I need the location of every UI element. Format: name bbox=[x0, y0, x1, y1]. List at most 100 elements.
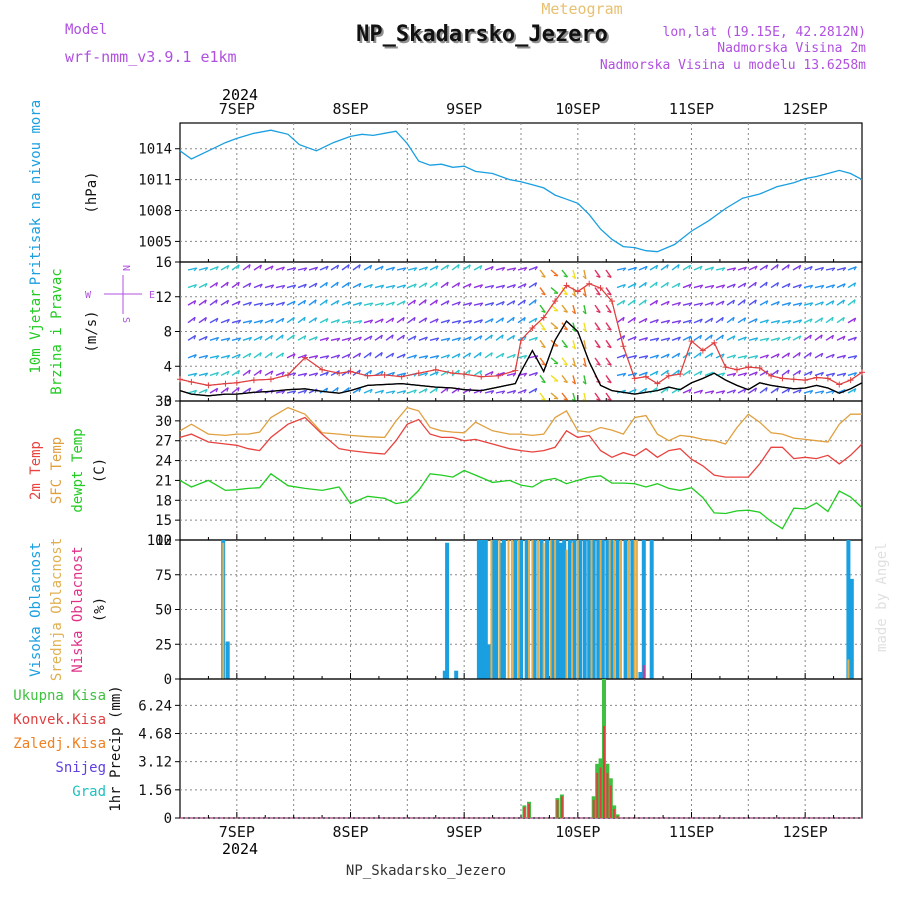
compass-w: W bbox=[85, 290, 92, 301]
ytick-label: 4.68 bbox=[138, 727, 172, 743]
bottom-day-label: 11SEP bbox=[669, 823, 714, 841]
ytick-label: 1.56 bbox=[138, 783, 172, 799]
cloud-bar bbox=[543, 543, 545, 679]
ytick-label: 18 bbox=[155, 493, 172, 509]
cloud-bar bbox=[620, 540, 622, 679]
cloud-bar bbox=[571, 543, 573, 679]
cloud-bar bbox=[583, 540, 587, 679]
ylabel-line: 1hr Precip (mm) bbox=[108, 685, 124, 811]
ytick-label: 75 bbox=[155, 568, 172, 584]
model-label: Model bbox=[65, 22, 107, 38]
ytick-label: 30 bbox=[155, 414, 172, 430]
wind-arrows bbox=[188, 265, 857, 402]
ylabel-line: SFC Temp bbox=[49, 437, 65, 504]
precip-bar bbox=[617, 816, 619, 818]
cloud-bar bbox=[566, 550, 568, 679]
cloud-bar bbox=[508, 540, 510, 679]
ytick-label: 100 bbox=[147, 533, 172, 549]
ylabel-line: Pritisak na nivou mora bbox=[28, 100, 44, 285]
cloud-bar bbox=[624, 540, 628, 679]
precip-legend-item: Zaledj.Kisa bbox=[13, 736, 106, 752]
ylabel-line: Srednja Oblacnost bbox=[49, 538, 65, 681]
series-line-sfc-temp bbox=[180, 408, 862, 444]
cloud-bar bbox=[847, 660, 849, 680]
compass-s: S bbox=[120, 317, 131, 323]
precip-bar bbox=[603, 726, 605, 818]
cloud-bar bbox=[226, 642, 230, 680]
ytick-label: 1011 bbox=[138, 173, 172, 189]
precip-bar bbox=[596, 773, 598, 818]
ytick-label: 1005 bbox=[138, 234, 172, 250]
model-name: wrf-nmm_v3.9.1 e1km bbox=[65, 48, 237, 66]
cloud-bar bbox=[528, 540, 530, 679]
station-title: NP_Skadarsko_Jezero bbox=[356, 22, 608, 47]
ytick-label: 24 bbox=[155, 454, 172, 470]
precip-legend-item: Grad bbox=[72, 784, 106, 800]
ytick-label: 1014 bbox=[138, 142, 172, 158]
top-day-label: 8SEP bbox=[332, 100, 368, 118]
cloud-bar bbox=[490, 540, 492, 679]
cloud-bar bbox=[518, 540, 520, 679]
cloud-bar bbox=[537, 540, 539, 679]
precip-bar bbox=[600, 768, 602, 819]
cloud-bar bbox=[650, 540, 654, 679]
bottom-day-label: 7SEP bbox=[219, 823, 255, 841]
top-day-label: 9SEP bbox=[446, 100, 482, 118]
top-day-label: 11SEP bbox=[669, 100, 714, 118]
ytick-label: 33 bbox=[155, 394, 172, 410]
ytick-label: 3.12 bbox=[138, 755, 172, 771]
ylabel-line: 2m Temp bbox=[28, 441, 44, 500]
bottom-day-label: 9SEP bbox=[446, 823, 482, 841]
cloud-bar bbox=[494, 540, 498, 679]
watermark: made by Angel bbox=[874, 542, 890, 652]
ytick-label: 50 bbox=[155, 603, 172, 619]
year-bottom: 2024 bbox=[222, 840, 258, 858]
top-day-label: 12SEP bbox=[783, 100, 828, 118]
ytick-label: 1008 bbox=[138, 204, 172, 220]
footer-station: NP_Skadarsko_Jezero bbox=[346, 863, 506, 879]
cloud-bar bbox=[642, 540, 646, 679]
precip-bar bbox=[556, 800, 558, 818]
ytick-label: 6.24 bbox=[138, 698, 172, 714]
ytick-label: 12 bbox=[155, 290, 172, 306]
cloud-bar bbox=[850, 579, 854, 679]
elevation-label: Nadmorska Visina 2m bbox=[717, 41, 866, 56]
cloud-bar bbox=[502, 540, 506, 679]
wind-arrow bbox=[551, 358, 558, 364]
ytick-label: 16 bbox=[155, 255, 172, 271]
cloud-bar bbox=[636, 540, 638, 679]
meteogram-label: Meteogram bbox=[541, 0, 622, 18]
ytick-label: 8 bbox=[164, 325, 172, 341]
compass-n: N bbox=[120, 265, 131, 271]
ylabel-line: (C) bbox=[92, 458, 108, 483]
ytick-label: 25 bbox=[155, 637, 172, 653]
ylabel-line: 10m Vjetar bbox=[28, 289, 44, 373]
bottom-day-label: 10SEP bbox=[555, 823, 600, 841]
cloud-bar bbox=[609, 540, 611, 679]
ylabel-line: (%) bbox=[92, 597, 108, 622]
precip-legend-item: Konvek.Kisa bbox=[13, 712, 106, 728]
cloud-bar bbox=[634, 540, 636, 679]
precip-legend-item: Snijeg bbox=[55, 760, 106, 776]
ylabel-line: Niska Oblacnost bbox=[70, 546, 86, 672]
model-elevation-label: Nadmorska Visina u modelu 13.6258m bbox=[600, 58, 866, 73]
precip-bar bbox=[523, 807, 525, 818]
precip-bar bbox=[610, 786, 612, 819]
cloud-bar bbox=[498, 540, 500, 679]
cloud-bar bbox=[550, 540, 552, 679]
cloud-bar bbox=[613, 540, 615, 679]
cloud-bar bbox=[600, 540, 602, 679]
bottom-day-label: 12SEP bbox=[783, 823, 828, 841]
cloud-bar bbox=[616, 540, 620, 679]
precip-bar bbox=[593, 800, 595, 818]
ylabel-line: (m/s) bbox=[84, 310, 100, 352]
ytick-label: 27 bbox=[155, 434, 172, 450]
coords-label: lon,lat (19.15E, 42.2812N) bbox=[663, 25, 867, 40]
